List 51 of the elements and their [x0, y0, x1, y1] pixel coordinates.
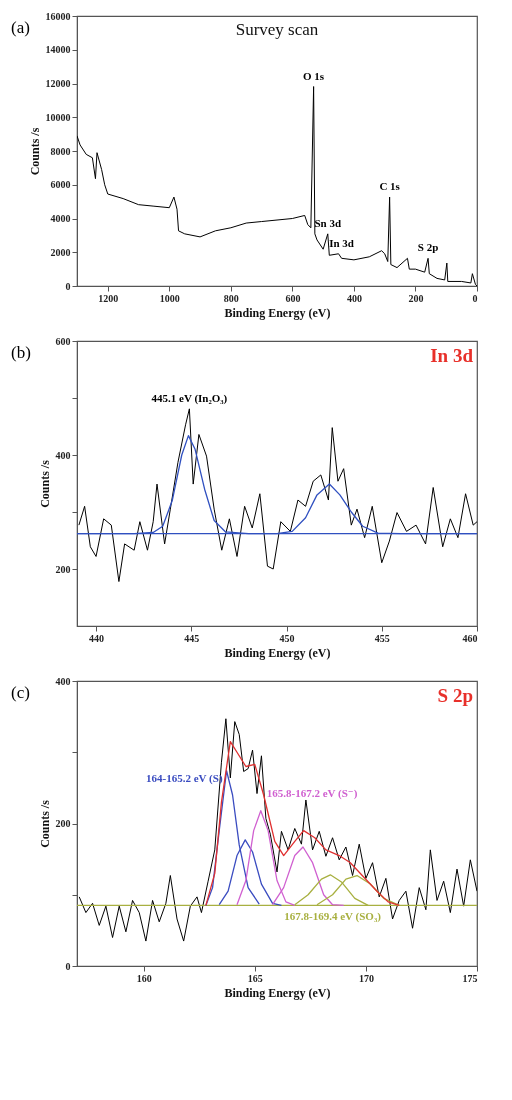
- x-tick-label: 1000: [159, 292, 180, 304]
- x-tick-label: 445: [184, 632, 200, 644]
- y-tick-label: 8000: [50, 145, 71, 157]
- annotation: 165.8-167.2 eV (S⁻): [266, 786, 358, 800]
- x-tick-label: 175: [462, 972, 478, 984]
- text: (b): [11, 343, 31, 362]
- y-axis-title: Counts /s: [27, 127, 42, 176]
- text: (a): [11, 18, 30, 37]
- y-axis-title: Counts /s: [37, 799, 52, 848]
- x-tick-label: 160: [136, 972, 152, 984]
- x-tick-label: 440: [89, 632, 105, 644]
- annotation: O 1s: [303, 69, 325, 82]
- chart-title: Survey scan: [235, 20, 319, 39]
- y-tick-label: 400: [55, 449, 71, 461]
- chart-title: In 3d: [430, 345, 474, 366]
- x-tick-label: 800: [223, 292, 239, 304]
- annotation: 167.8-169.4 eV (SO₃): [284, 910, 382, 924]
- x-tick-label: 450: [279, 632, 295, 644]
- annotation: S 2p: [417, 241, 439, 254]
- x-axis-title: Binding Energy (eV): [224, 305, 331, 320]
- chart-title: S 2p: [437, 685, 473, 706]
- y-tick-label: 10000: [45, 111, 71, 123]
- y-tick-label: 0: [65, 280, 71, 292]
- x-tick-label: 400: [346, 292, 362, 304]
- x-tick-label: 200: [408, 292, 424, 304]
- x-tick-label: 0: [472, 292, 478, 304]
- y-tick-label: 12000: [45, 78, 71, 89]
- annotation: C 1s: [379, 180, 401, 193]
- x-axis-title: Binding Energy (eV): [224, 985, 331, 1000]
- x-tick-label: 170: [358, 972, 374, 984]
- y-tick-label: 200: [55, 563, 71, 575]
- x-tick-label: 460: [462, 632, 478, 644]
- text: (c): [11, 683, 30, 702]
- y-tick-label: 6000: [50, 179, 71, 191]
- x-tick-label: 455: [374, 632, 390, 644]
- y-tick-label: 14000: [45, 44, 71, 56]
- y-tick-label: 600: [55, 335, 71, 347]
- x-tick-label: 1200: [98, 292, 119, 304]
- y-tick-label: 200: [55, 818, 71, 829]
- x-tick-label: 600: [285, 292, 301, 304]
- y-tick-label: 16000: [45, 10, 71, 22]
- annotation: Sn 3d: [314, 216, 342, 229]
- annotation: 445.1 eV (In₂O₃): [151, 391, 228, 405]
- y-tick-label: 2000: [50, 246, 71, 258]
- x-axis-title: Binding Energy (eV): [224, 645, 331, 660]
- x-tick-label: 165: [247, 972, 263, 984]
- y-tick-label: 0: [65, 960, 71, 972]
- y-tick-label: 4000: [50, 213, 71, 224]
- y-tick-label: 400: [55, 675, 71, 687]
- annotation: In 3d: [329, 236, 355, 249]
- y-axis-title: Counts /s: [37, 459, 52, 508]
